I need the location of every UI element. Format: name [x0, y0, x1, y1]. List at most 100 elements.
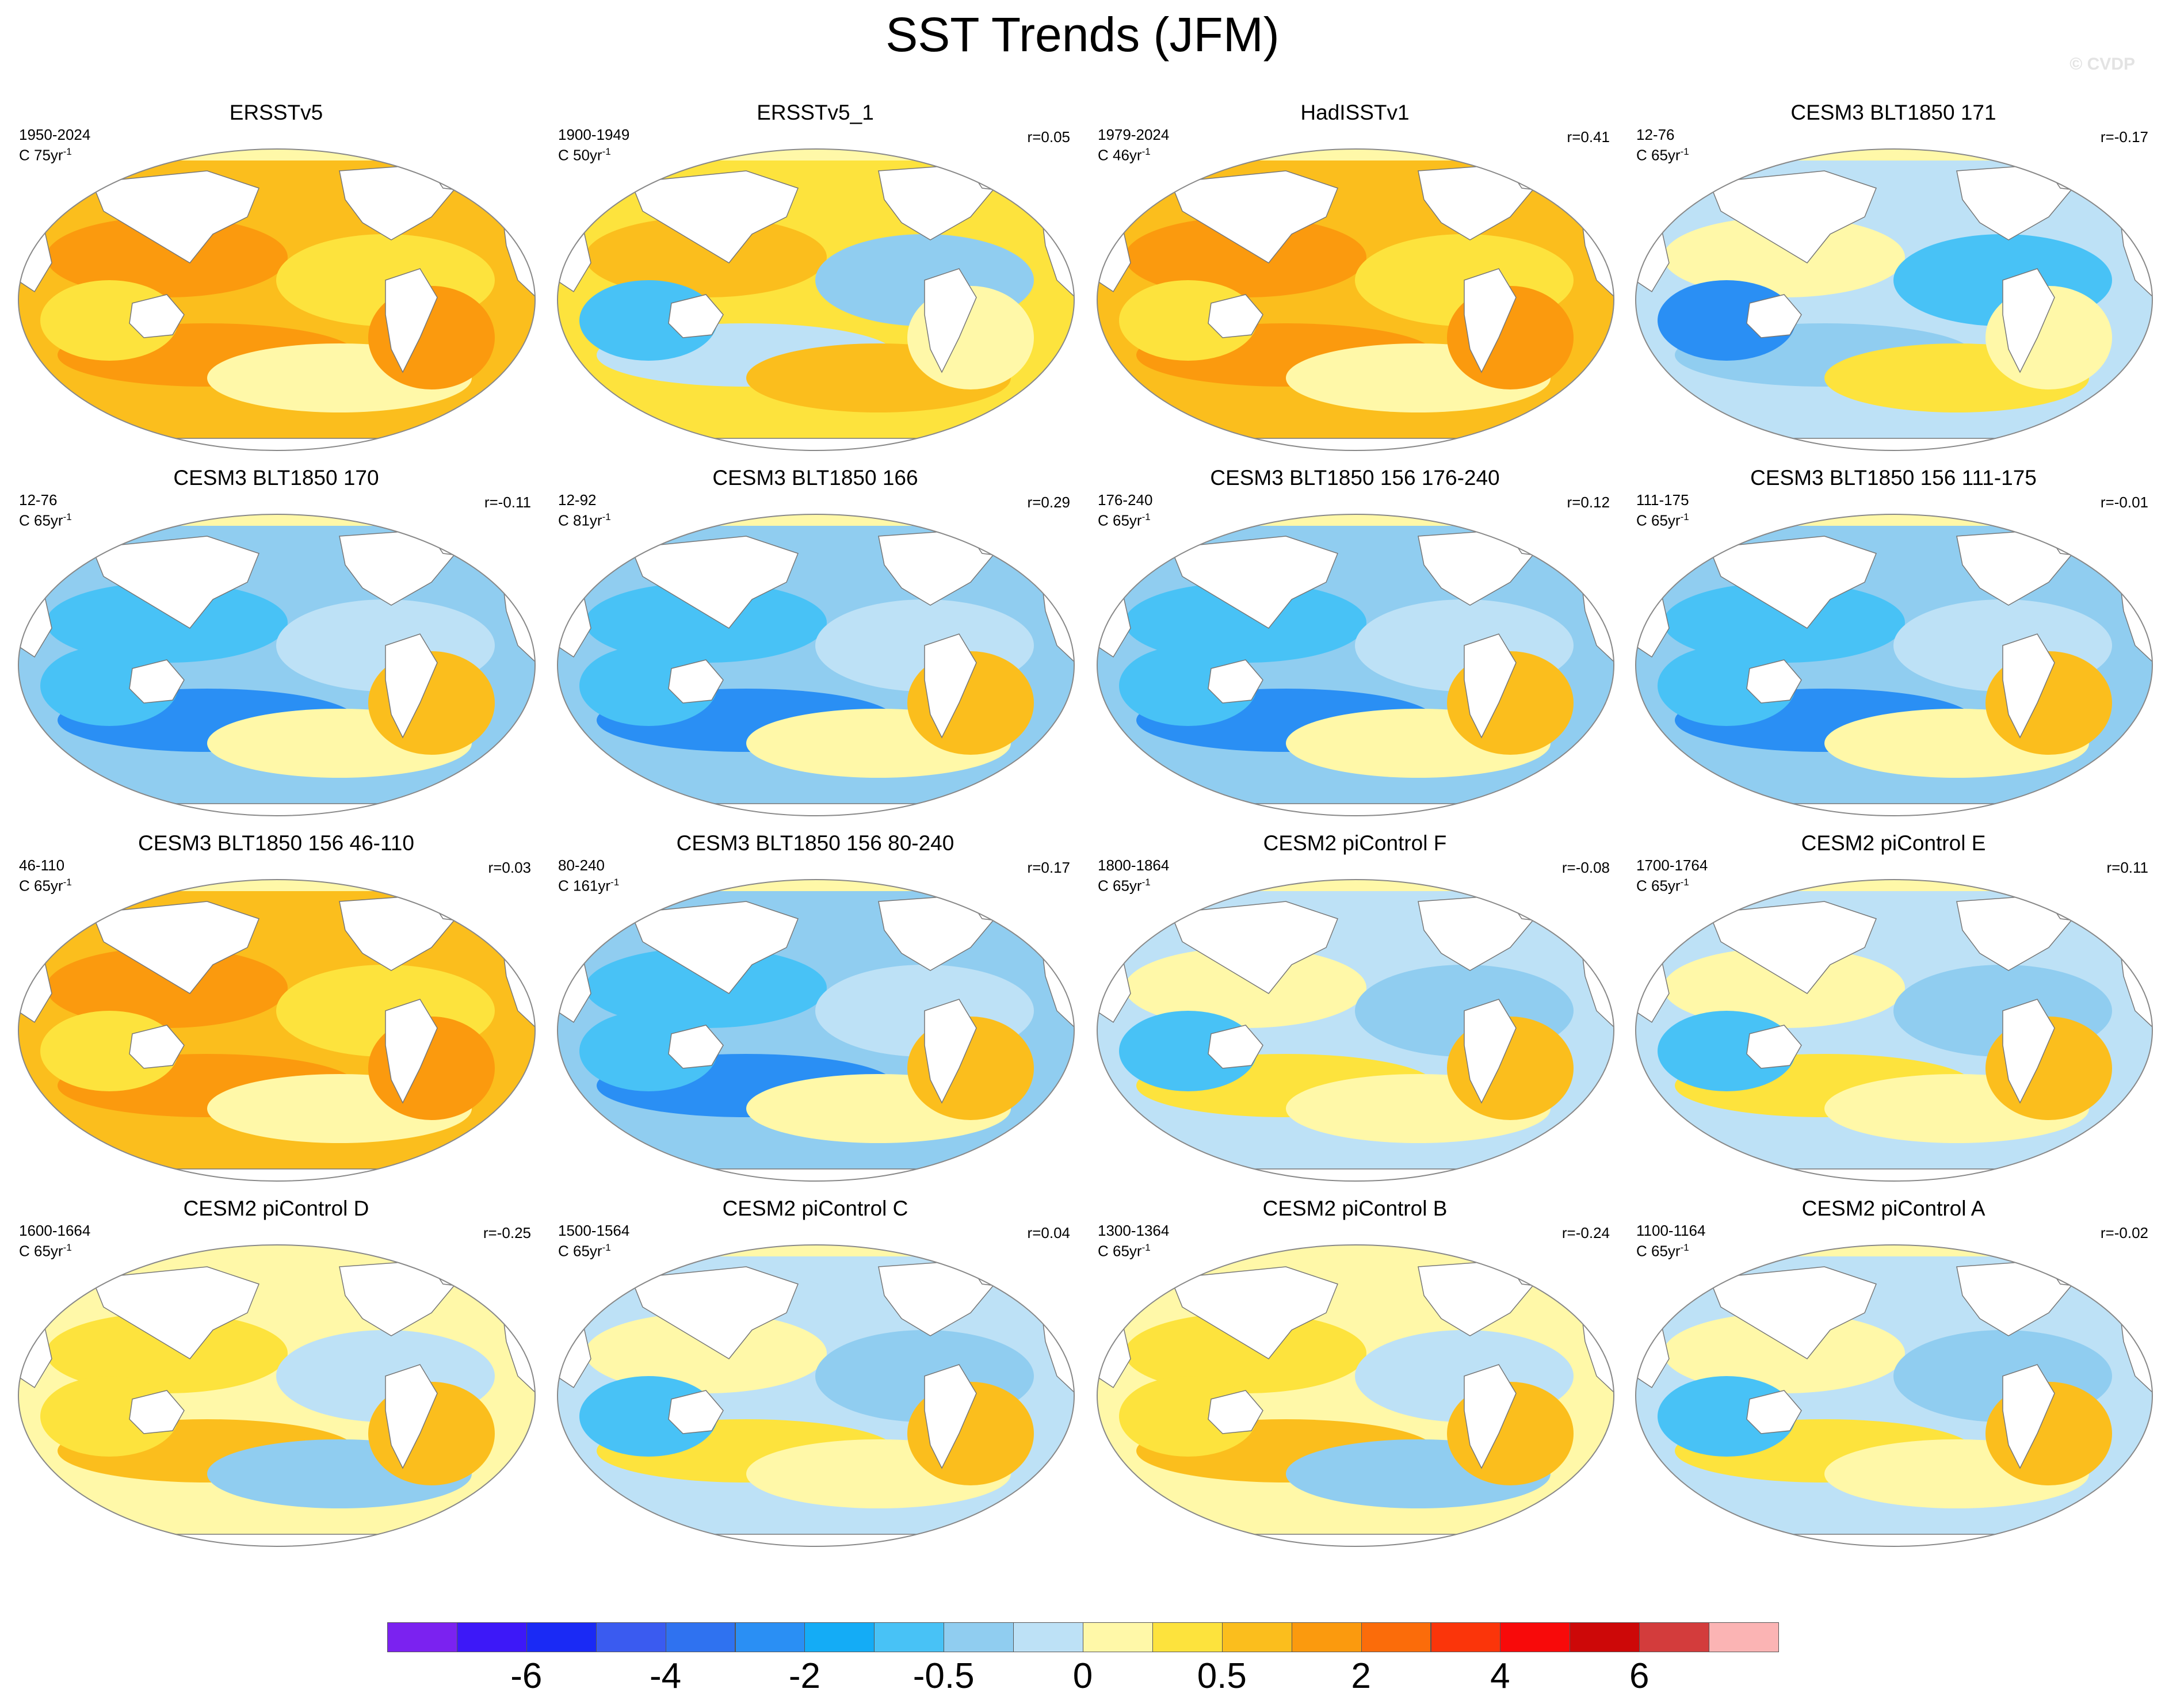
- panel-title: CESM3 BLT1850 156 80-240: [676, 831, 954, 855]
- land-mass: [2002, 999, 2055, 1104]
- land-mass: [1746, 1390, 1802, 1434]
- panel-title: CESM3 BLT1850 166: [712, 466, 918, 490]
- land-mass: [129, 659, 185, 704]
- panel-period: 1900-1949: [558, 126, 630, 143]
- map-panel: CESM3 BLT1850 156 176-240 176-240 C 65yr-1…: [1087, 466, 1622, 817]
- map-panel-grid: ERSSTv5 1950-2024 C 75yr-1 ERSSTv5_1 1900-19…: [18, 101, 2153, 1547]
- land-mass: [558, 438, 1074, 450]
- colorbar-swatch: [1291, 1622, 1362, 1652]
- arctic-band: [1097, 880, 1614, 891]
- figure-title: SST Trends (JFM): [885, 7, 1280, 62]
- arctic-band: [558, 514, 1074, 526]
- world-map: [1635, 148, 2153, 451]
- trend-anomaly-region: [1663, 582, 1905, 663]
- trend-anomaly-region: [1125, 217, 1366, 297]
- colorbar-tick-label: -6: [510, 1656, 543, 1696]
- arctic-band: [558, 1245, 1074, 1256]
- trend-anomaly-region: [1663, 1313, 1905, 1393]
- panel-period: 1700-1764: [1636, 857, 1708, 874]
- arctic-band: [18, 880, 535, 891]
- panel-period: 1979-2024: [1098, 126, 1170, 143]
- colorbar-swatch: [735, 1622, 805, 1652]
- map-outline: [1097, 148, 1614, 451]
- trend-anomaly-region: [585, 1313, 827, 1393]
- map-panel: CESM2 piControl F 1800-1864 C 65yr-1 r=-0.0…: [1087, 831, 1622, 1182]
- panel-pattern-correlation: r=0.11: [2106, 859, 2148, 876]
- land-mass: [1746, 659, 1802, 704]
- land-mass: [1746, 294, 1802, 338]
- arctic-band: [1097, 514, 1614, 526]
- colorbar-tick-label: -0.5: [912, 1656, 975, 1696]
- land-mass: [1708, 536, 1877, 629]
- trend-anomaly-region: [1663, 947, 1905, 1028]
- panel-pattern-correlation: r=-0.24: [1561, 1224, 1610, 1241]
- land-mass: [1170, 170, 1338, 263]
- arctic-band: [1636, 514, 2152, 526]
- land-mass: [924, 999, 977, 1104]
- panel-pattern-correlation: r=0.05: [1027, 128, 1070, 146]
- land-mass: [2002, 633, 2055, 739]
- map-outline: [1097, 879, 1614, 1182]
- land-mass: [1636, 438, 2152, 450]
- map-outline: [557, 514, 1075, 816]
- colorbar: [387, 1622, 1779, 1652]
- panel-pattern-correlation: r=-0.25: [483, 1224, 531, 1241]
- land-mass: [18, 1168, 535, 1181]
- colorbar-swatch: [874, 1622, 945, 1652]
- land-mass: [385, 999, 438, 1104]
- land-mass: [1208, 1025, 1263, 1069]
- colorbar-tick-label: -4: [650, 1656, 682, 1696]
- world-map: [1635, 879, 2153, 1182]
- land-mass: [1170, 1266, 1338, 1359]
- trend-anomaly-region: [585, 947, 827, 1028]
- world-map: [1635, 514, 2153, 816]
- land-mass: [1464, 633, 1517, 739]
- panel-period: 1500-1564: [558, 1222, 630, 1239]
- land-mass: [18, 803, 535, 816]
- arctic-band: [1097, 1245, 1614, 1256]
- arctic-band: [1636, 1245, 2152, 1256]
- colorbar-swatch: [1570, 1622, 1640, 1652]
- panel-trend-units: C 65yr-1: [1636, 146, 1689, 164]
- panel-title: ERSSTv5_1: [757, 101, 874, 124]
- land-mass: [1636, 1534, 2152, 1546]
- panel-trend-units: C 161yr-1: [558, 877, 620, 895]
- colorbar-swatch: [387, 1622, 457, 1652]
- land-mass: [91, 901, 259, 994]
- map-outline: [18, 879, 536, 1182]
- panel-period: 80-240: [558, 857, 605, 874]
- colorbar-swatch: [1709, 1622, 1779, 1652]
- world-map: [557, 514, 1075, 816]
- panel-period: 12-92: [558, 491, 597, 509]
- map-outline: [1097, 514, 1614, 816]
- panel-pattern-correlation: r=0.41: [1567, 128, 1610, 146]
- panel-trend-units: C 81yr-1: [558, 511, 611, 529]
- watermark: © CVDP: [2069, 55, 2135, 74]
- panel-pattern-correlation: r=0.17: [1027, 859, 1070, 876]
- panel-trend-units: C 65yr-1: [1636, 877, 1689, 895]
- arctic-band: [558, 880, 1074, 891]
- panel-pattern-correlation: r=-0.11: [484, 494, 531, 511]
- land-mass: [1170, 901, 1338, 994]
- map-outline: [1097, 1244, 1614, 1547]
- panel-title: CESM2 piControl F: [1263, 831, 1447, 855]
- panel-title: CESM2 piControl D: [183, 1197, 369, 1220]
- land-mass: [1097, 1168, 1614, 1181]
- world-map: [1097, 1244, 1614, 1547]
- arctic-band: [18, 514, 535, 526]
- trend-anomaly-region: [585, 217, 827, 297]
- land-mass: [1097, 803, 1614, 816]
- arctic-band: [1636, 880, 2152, 891]
- land-mass: [1097, 438, 1614, 450]
- panel-pattern-correlation: r=-0.01: [2100, 494, 2148, 511]
- land-mass: [558, 1168, 1074, 1181]
- panel-period: 12-76: [1636, 126, 1675, 143]
- land-mass: [1708, 170, 1877, 263]
- land-mass: [2002, 1364, 2055, 1469]
- trend-anomaly-region: [1663, 217, 1905, 297]
- panel-period: 12-76: [19, 491, 58, 509]
- map-outline: [1635, 514, 2153, 816]
- panel-title: CESM2 piControl E: [1801, 831, 1986, 855]
- land-mass: [91, 1266, 259, 1359]
- land-mass: [1097, 1534, 1614, 1546]
